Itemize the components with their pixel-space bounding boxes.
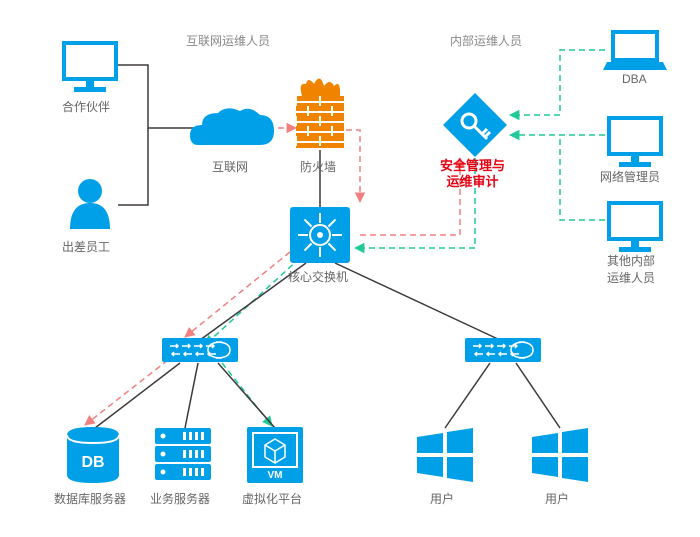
edge-switchR-userR bbox=[516, 363, 560, 428]
db-icon: DB bbox=[67, 427, 119, 483]
node-layer: DB VM bbox=[64, 32, 667, 483]
dba-icon bbox=[603, 32, 667, 70]
other-icon bbox=[609, 203, 661, 252]
title-left: 互联网运维人员 bbox=[186, 32, 270, 49]
edge-switchL-vm bbox=[218, 363, 275, 428]
internet-label: 互联网 bbox=[212, 158, 248, 175]
edge-core-switchR-s bbox=[335, 263, 500, 340]
edge-switchR-userL bbox=[445, 363, 490, 428]
edge-other-audit bbox=[560, 135, 605, 220]
userL-label: 用户 bbox=[430, 490, 454, 507]
edge-dba-audit bbox=[510, 50, 605, 115]
travel-icon bbox=[70, 179, 110, 229]
edge-switchL-biz bbox=[185, 363, 198, 428]
edge-travel-internet bbox=[118, 128, 148, 205]
partner-label: 合作伙伴 bbox=[62, 98, 110, 115]
switch-right-icon bbox=[465, 338, 541, 362]
userR-label: 用户 bbox=[545, 490, 569, 507]
switch-left-icon bbox=[162, 338, 238, 362]
edge-firewall-core-down bbox=[346, 130, 360, 202]
svg-text:VM: VM bbox=[268, 470, 283, 481]
title-right: 内部运维人员 bbox=[450, 32, 522, 49]
audit-label: 安全管理与 运维审计 bbox=[440, 158, 505, 189]
server-icon bbox=[155, 428, 211, 480]
netadmin-label: 网络管理员 bbox=[600, 168, 660, 185]
internet-icon bbox=[190, 108, 274, 145]
biz-label: 业务服务器 bbox=[150, 490, 210, 507]
edge-core-switchL bbox=[185, 252, 290, 337]
core-label: 核心交换机 bbox=[288, 268, 348, 285]
vm-icon: VM bbox=[247, 427, 303, 483]
edge-partner-internet bbox=[118, 65, 195, 128]
firewall-icon bbox=[296, 78, 344, 148]
svg-text:DB: DB bbox=[81, 454, 104, 471]
partner-icon bbox=[64, 43, 116, 92]
other-label: 其他内部 运维人员 bbox=[607, 252, 655, 286]
edge-switchL-db bbox=[95, 363, 180, 428]
user-right-icon bbox=[532, 428, 588, 482]
travel-label: 出差员工 bbox=[62, 238, 110, 255]
vm-label: 虚拟化平台 bbox=[242, 490, 302, 507]
diagram-canvas: DB VM bbox=[0, 0, 700, 537]
edge-switchL-db-dash bbox=[85, 360, 168, 425]
core-switch-icon bbox=[290, 207, 350, 263]
netadmin-icon bbox=[609, 118, 661, 167]
user-left-icon bbox=[417, 428, 473, 482]
firewall-label: 防火墙 bbox=[300, 158, 336, 175]
dba-label: DBA bbox=[622, 72, 647, 86]
audit-icon bbox=[443, 93, 507, 157]
db-label: 数据库服务器 bbox=[54, 490, 126, 507]
